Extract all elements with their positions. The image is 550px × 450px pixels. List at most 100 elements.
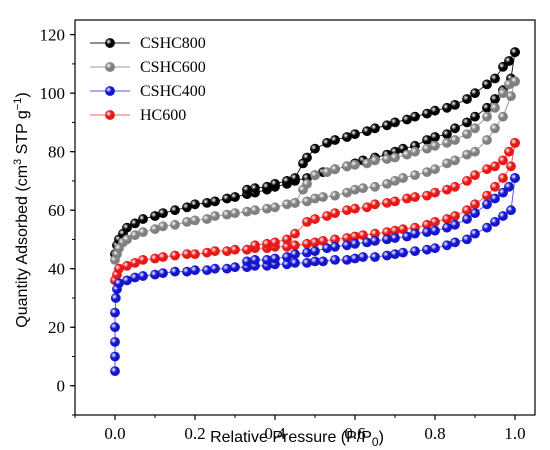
cshc400-adsorption-point xyxy=(430,243,440,254)
cshc400-adsorption-point xyxy=(370,252,380,262)
cshc400-desorption-point xyxy=(430,225,440,236)
hc600-adsorption-point xyxy=(290,240,300,251)
cshc600-adsorption-point xyxy=(398,173,408,183)
hc600-desorption-point xyxy=(462,175,472,186)
hc600-desorption-point xyxy=(250,240,260,251)
cshc400-desorption-point xyxy=(490,193,500,204)
cshc400-adsorption-point xyxy=(358,252,368,262)
cshc400-desorption-point xyxy=(342,240,352,251)
cshc800-adsorption-point xyxy=(490,94,500,104)
cshc400-desorption-point xyxy=(362,237,372,248)
cshc600-desorption-point xyxy=(470,123,480,134)
cshc400-adsorption-point xyxy=(390,249,400,259)
cshc400-adsorption-point xyxy=(170,266,180,277)
cshc600-adsorption-point xyxy=(350,184,360,195)
cshc400-adsorption-point xyxy=(110,366,120,376)
cshc800-desorption-point xyxy=(504,56,514,66)
cshc400-desorption-point xyxy=(504,181,514,192)
hc600-adsorption-point xyxy=(230,244,240,255)
cshc800-adsorption-point xyxy=(462,117,472,128)
cshc600-desorption-point xyxy=(362,158,372,169)
cshc600-desorption-point xyxy=(322,167,332,177)
hc600-adsorption-point xyxy=(222,246,232,256)
cshc600-adsorption-point xyxy=(490,123,500,134)
cshc600-desorption-point xyxy=(298,184,308,195)
hc600-adsorption-point xyxy=(242,244,252,255)
cshc800-adsorption-point xyxy=(202,197,212,208)
cshc800-desorption-point xyxy=(422,108,432,119)
cshc800-adsorption-point xyxy=(450,123,460,134)
cshc400-adsorption-point xyxy=(482,222,492,233)
cshc600-adsorption-point xyxy=(262,203,272,214)
hc600-desorption-point xyxy=(510,137,520,148)
hc600-adsorption-point xyxy=(158,252,168,262)
cshc600-adsorption-point xyxy=(470,146,480,157)
x-tick-label: 0.0 xyxy=(104,424,125,443)
cshc400-desorption-point xyxy=(402,231,412,242)
cshc400-adsorption-point xyxy=(150,269,160,280)
hc600-desorption-point xyxy=(422,190,432,201)
plot-frame xyxy=(74,19,536,416)
hc600-desorption-point xyxy=(350,203,360,214)
y-axis-title: Quantity Adsorbed (cm3 STP g−1) xyxy=(12,92,31,327)
cshc400-adsorption-point xyxy=(210,263,220,274)
cshc400-adsorption-point xyxy=(330,254,340,265)
legend-marker xyxy=(105,38,115,48)
hc600-adsorption-point xyxy=(138,254,148,265)
cshc800-desorption-point xyxy=(470,88,480,98)
cshc400-adsorption-point xyxy=(110,336,120,347)
legend: CSHC800 CSHC600 CSHC400 HC600 xyxy=(90,35,206,124)
cshc600-adsorption-point xyxy=(182,216,192,227)
cshc800-desorption-point xyxy=(482,79,492,90)
hc600-adsorption-point xyxy=(150,253,160,264)
hc600-desorption-point xyxy=(262,238,272,249)
hc600-desorption-point xyxy=(410,192,420,202)
cshc800-adsorption-point xyxy=(170,205,180,216)
cshc400-desorption-point xyxy=(242,256,252,267)
cshc800-adsorption-point xyxy=(230,192,240,202)
cshc400-desorption-point xyxy=(510,173,520,183)
hc600-adsorption-point xyxy=(430,216,440,227)
cshc600-adsorption-point xyxy=(370,181,380,192)
hc600-desorption-point xyxy=(290,228,300,239)
hc600-adsorption-point xyxy=(506,161,516,172)
hc600-desorption-point xyxy=(390,196,400,207)
cshc400-desorption-point xyxy=(302,247,312,258)
legend-label: CSHC400 xyxy=(140,83,206,100)
cshc400-desorption-point xyxy=(322,243,332,254)
cshc600-adsorption-point xyxy=(242,206,252,217)
hc600-desorption-point xyxy=(470,170,480,180)
legend-label: CSHC800 xyxy=(140,35,206,52)
cshc600-adsorption-point xyxy=(450,155,460,166)
cshc600-desorption-point xyxy=(462,129,472,139)
cshc800-desorption-point xyxy=(322,137,332,148)
cshc800-desorption-point xyxy=(310,143,320,154)
hc600-desorption-point xyxy=(482,164,492,175)
cshc600-adsorption-point xyxy=(190,215,200,226)
cshc400-adsorption-point xyxy=(342,254,352,265)
hc600-desorption-point xyxy=(362,202,372,213)
hc600-desorption-point xyxy=(442,184,452,195)
cshc400-desorption-point xyxy=(422,227,432,237)
cshc400-adsorption-point xyxy=(506,205,516,216)
cshc400-desorption-point xyxy=(482,199,492,210)
cshc600-desorption-point xyxy=(350,159,360,170)
hc600-adsorption-point xyxy=(190,249,200,259)
cshc800-desorption-point xyxy=(262,181,272,192)
cshc400-desorption-point xyxy=(442,222,452,233)
cshc800-desorption-point xyxy=(490,73,500,84)
cshc600-adsorption-point xyxy=(430,164,440,175)
cshc400-adsorption-point xyxy=(470,228,480,239)
cshc400-desorption-point xyxy=(462,214,472,224)
hc600-desorption-point xyxy=(342,205,352,216)
axis-ticks: 0.0 0.2 0.4 0.6 0.8 1.0 0 20 40 60 80 100 120 xyxy=(40,26,526,443)
x-tick-label: 0.4 xyxy=(264,424,286,443)
y-tick-label: 100 xyxy=(40,84,66,103)
hc600-adsorption-point xyxy=(202,247,212,258)
cshc600-desorption-point xyxy=(382,154,392,164)
cshc400-adsorption-point xyxy=(450,237,460,248)
cshc600-adsorption-point xyxy=(498,111,508,122)
x-tick-label: 0.2 xyxy=(184,424,205,443)
cshc800-adsorption-point xyxy=(130,218,140,229)
cshc600-adsorption-point xyxy=(158,221,168,232)
